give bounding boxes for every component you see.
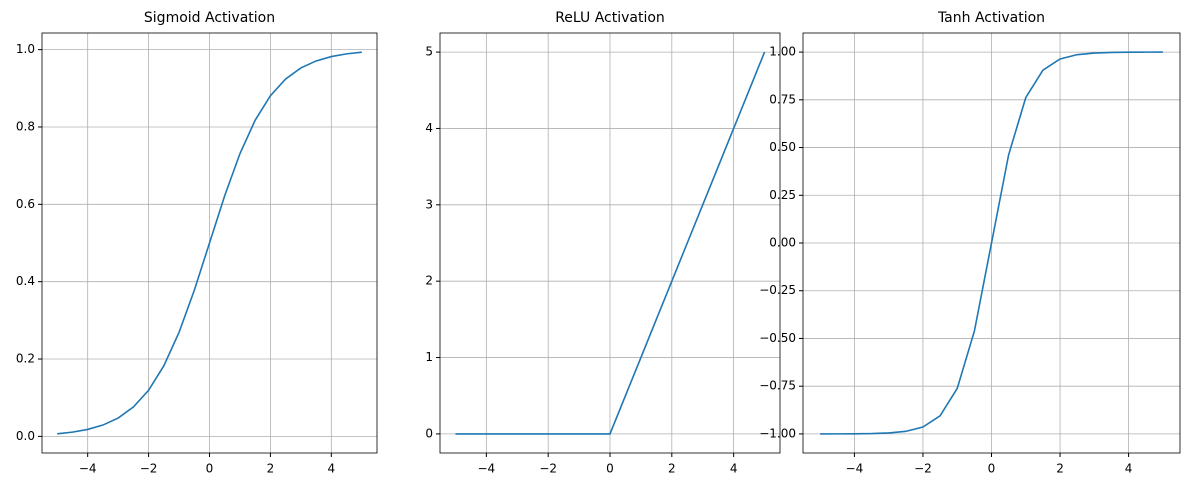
y-tick-label: 0.4 <box>16 274 35 288</box>
y-tick-label: 4 <box>425 121 433 135</box>
x-tick-label: 2 <box>1056 462 1064 476</box>
y-tick-label: 0 <box>425 426 433 440</box>
x-tick-label: −4 <box>478 462 496 476</box>
y-tick-label: −0.50 <box>759 331 796 345</box>
axes-frame <box>439 32 781 454</box>
line <box>455 51 766 435</box>
axes-frame <box>802 32 1181 454</box>
y-tick-label: 1.0 <box>16 42 35 56</box>
x-tick-label: −2 <box>140 462 158 476</box>
x-tick-label: 4 <box>1125 462 1133 476</box>
y-tick-label: 0.8 <box>16 119 35 133</box>
chart-title: ReLU Activation <box>555 10 665 26</box>
y-tick-label: 0.2 <box>16 352 35 366</box>
line <box>820 51 1163 435</box>
y-tick-label: −0.25 <box>759 283 796 297</box>
y-tick-label: 0.50 <box>769 140 796 154</box>
x-tick-label: −4 <box>79 462 97 476</box>
x-tick-label: −4 <box>846 462 864 476</box>
x-tick-label: 2 <box>668 462 676 476</box>
y-tick-label: 1.00 <box>769 45 796 59</box>
x-tick-label: 0 <box>606 462 614 476</box>
y-tick-label: 0.00 <box>769 236 796 250</box>
chart-title: Sigmoid Activation <box>144 10 275 26</box>
y-tick-label: 1 <box>425 350 433 364</box>
x-tick-label: 4 <box>730 462 738 476</box>
y-tick-label: 5 <box>425 45 433 59</box>
y-tick-label: −0.75 <box>759 379 796 393</box>
y-tick-label: 3 <box>425 197 433 211</box>
x-tick-label: 4 <box>327 462 335 476</box>
y-tick-label: 0.25 <box>769 188 796 202</box>
y-tick-label: 0.75 <box>769 92 796 106</box>
y-tick-label: 2 <box>425 274 433 288</box>
chart-title: Tanh Activation <box>937 10 1045 26</box>
x-tick-label: −2 <box>539 462 557 476</box>
x-tick-label: 2 <box>267 462 275 476</box>
y-tick-label: 0.6 <box>16 197 35 211</box>
x-tick-label: −2 <box>914 462 932 476</box>
line <box>57 51 362 435</box>
x-tick-label: 0 <box>988 462 996 476</box>
x-tick-label: 0 <box>206 462 214 476</box>
y-tick-label: −1.00 <box>759 426 796 440</box>
y-tick-label: 0.0 <box>16 429 35 443</box>
axes-frame <box>41 32 378 454</box>
